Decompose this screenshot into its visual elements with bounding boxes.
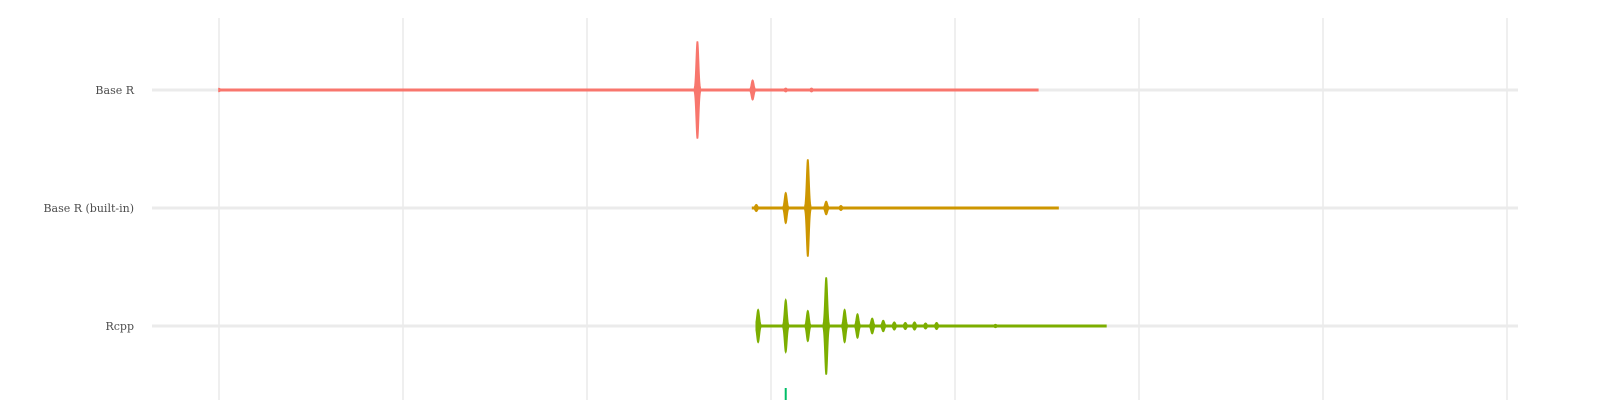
y-tick-label-rcpp: Rcpp <box>105 320 134 333</box>
violin-base-r-built-in <box>751 159 1059 257</box>
y-tick-label-base-r: Base R <box>95 84 134 97</box>
violin-rcpp <box>755 277 1107 375</box>
violins <box>218 41 1107 400</box>
violin-base-r <box>218 41 1039 139</box>
violin-partial-next-row <box>784 388 787 400</box>
y-tick-label-base-r-built-in: Base R (built-in) <box>43 202 134 215</box>
y-tick-labels: Base R Base R (built-in) Rcpp <box>43 84 134 333</box>
horizontal-gridlines <box>152 88 1518 328</box>
